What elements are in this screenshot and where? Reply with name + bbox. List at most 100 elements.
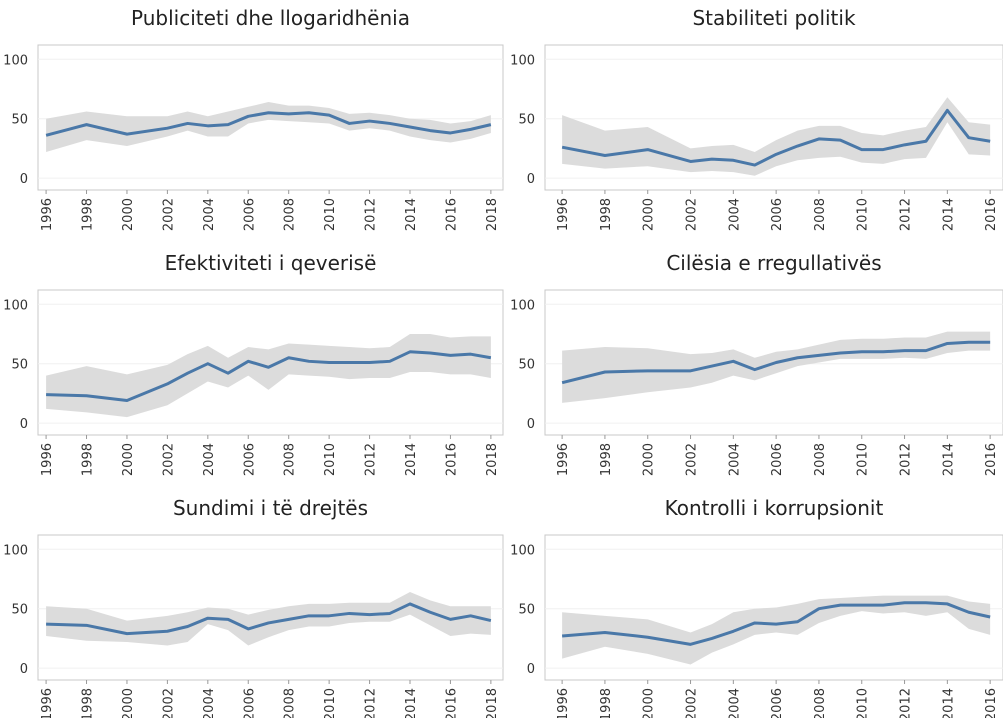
x-tick-label: 2006 — [242, 198, 257, 231]
x-tick-label: 2016 — [444, 688, 459, 718]
line — [561, 340, 991, 385]
y-tick-label: 100 — [3, 543, 28, 558]
y-tick-label: 0 — [527, 417, 535, 432]
x-tick-label: 2004 — [202, 198, 217, 231]
x-tick-label: 2006 — [770, 198, 785, 231]
x-tick-label: 2012 — [899, 688, 914, 718]
x-tick-label: 2006 — [242, 688, 257, 718]
x-tick-label: 2002 — [685, 688, 700, 718]
x-tick-label: 2000 — [642, 688, 657, 718]
y-tick-label: 0 — [20, 662, 28, 677]
x-tick-label: 1998 — [81, 198, 96, 231]
x-tick-label: 2014 — [941, 198, 956, 231]
x-tick-label: 2008 — [813, 443, 828, 476]
y-tick-label: 50 — [11, 358, 28, 373]
x-tick-label: 2016 — [984, 198, 999, 231]
x-tick-label: 2006 — [770, 688, 785, 718]
panel-title: Publiciteti dhe llogaridhënia — [131, 6, 410, 30]
x-tick-label: 2012 — [899, 198, 914, 231]
x-tick-label: 2014 — [941, 688, 956, 718]
x-tick-label: 1996 — [556, 443, 571, 476]
x-tick-label: 2016 — [984, 443, 999, 476]
x-tick-label: 2010 — [856, 198, 871, 231]
confidence-band — [46, 333, 491, 418]
x-tick-label: 2000 — [121, 443, 136, 476]
x-tick-label: 2018 — [485, 443, 500, 476]
y-tick-label: 50 — [518, 603, 535, 618]
y-tick-label: 100 — [3, 53, 28, 68]
x-tick-label: 2010 — [856, 443, 871, 476]
x-tick-label: 1998 — [81, 688, 96, 718]
x-tick-label: 1998 — [599, 198, 614, 231]
x-tick-label: 2004 — [202, 443, 217, 476]
x-tick-label: 1998 — [81, 443, 96, 476]
y-tick-label: 50 — [11, 113, 28, 128]
x-tick-label: 1996 — [40, 198, 55, 231]
x-tick-label: 2002 — [685, 198, 700, 231]
x-tick-label: 2000 — [642, 198, 657, 231]
line — [46, 350, 492, 403]
y-tick-label: 0 — [20, 417, 28, 432]
y-tick-label: 50 — [518, 358, 535, 373]
panel-title: Stabiliteti politik — [692, 6, 856, 30]
x-tick-label: 2002 — [161, 443, 176, 476]
x-tick-label: 2008 — [813, 198, 828, 231]
x-tick-label: 2010 — [856, 688, 871, 718]
x-tick-label: 2008 — [283, 688, 298, 718]
x-tick-label: 2004 — [727, 688, 742, 718]
x-tick-label: 1998 — [599, 443, 614, 476]
line — [561, 601, 991, 646]
panel-title: Cilësia e rregullativës — [666, 251, 881, 275]
confidence-band — [46, 102, 491, 152]
x-tick-label: 2008 — [813, 688, 828, 718]
x-tick-label: 2010 — [323, 688, 338, 718]
x-tick-label: 2004 — [727, 198, 742, 231]
y-tick-label: 100 — [510, 53, 535, 68]
y-tick-label: 0 — [527, 662, 535, 677]
x-tick-label: 2006 — [242, 443, 257, 476]
x-tick-label: 1996 — [556, 198, 571, 231]
y-tick-label: 50 — [11, 603, 28, 618]
confidence-band — [562, 331, 991, 403]
line — [561, 108, 991, 167]
x-tick-label: 2018 — [485, 198, 500, 231]
panel-title: Efektiviteti i qeverisë — [165, 251, 377, 275]
y-tick-label: 0 — [527, 172, 535, 187]
x-tick-label: 2016 — [444, 198, 459, 231]
x-tick-label: 2018 — [485, 688, 500, 718]
line — [46, 602, 492, 636]
panel-title: Sundimi i të drejtës — [173, 496, 368, 520]
x-tick-label: 2000 — [121, 198, 136, 231]
x-tick-label: 2012 — [364, 198, 379, 231]
x-tick-label: 2000 — [642, 443, 657, 476]
x-tick-label: 2014 — [404, 443, 419, 476]
x-tick-label: 2002 — [161, 198, 176, 231]
y-tick-label: 100 — [510, 298, 535, 313]
x-tick-label: 2014 — [941, 443, 956, 476]
x-tick-label: 2004 — [727, 443, 742, 476]
x-tick-label: 2010 — [323, 443, 338, 476]
x-tick-label: 2002 — [685, 443, 700, 476]
x-tick-label: 1996 — [40, 688, 55, 718]
x-tick-label: 2002 — [161, 688, 176, 718]
x-tick-label: 1996 — [556, 688, 571, 718]
x-tick-label: 1998 — [599, 688, 614, 718]
y-tick-label: 50 — [518, 113, 535, 128]
x-tick-label: 2016 — [984, 688, 999, 718]
x-tick-label: 2010 — [323, 198, 338, 231]
x-tick-label: 1996 — [40, 443, 55, 476]
line — [45, 111, 492, 137]
x-tick-label: 2008 — [283, 198, 298, 231]
x-tick-label: 2012 — [364, 688, 379, 718]
x-tick-label: 2006 — [770, 443, 785, 476]
y-tick-label: 0 — [20, 172, 28, 187]
x-tick-label: 2004 — [202, 688, 217, 718]
x-tick-label: 2000 — [121, 688, 136, 718]
panel-title: Kontrolli i korrupsionit — [665, 496, 884, 520]
x-tick-label: 2016 — [444, 443, 459, 476]
y-tick-label: 100 — [510, 543, 535, 558]
x-tick-label: 2012 — [364, 443, 379, 476]
confidence-band — [562, 595, 991, 665]
x-tick-label: 2012 — [899, 443, 914, 476]
